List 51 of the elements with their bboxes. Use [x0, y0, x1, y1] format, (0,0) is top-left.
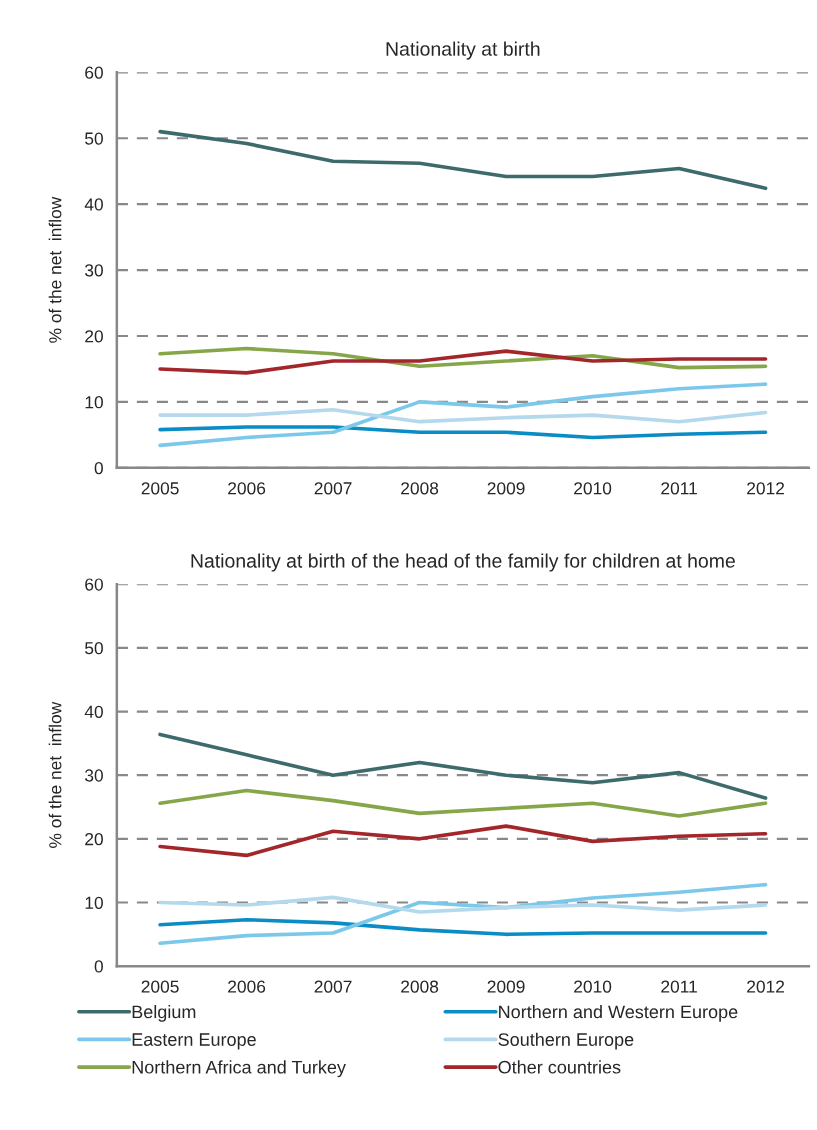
- line-series: [158, 917, 768, 937]
- line-series: [158, 732, 768, 800]
- y-tick-label: 30: [84, 769, 103, 782]
- x-tick-label: 2009: [487, 980, 525, 993]
- line-series: [158, 425, 768, 440]
- x-tick-label: 2012: [747, 482, 785, 495]
- legend-label: Northern and Western Europe: [499, 1005, 738, 1022]
- legend-label: Belgium: [132, 1005, 196, 1022]
- x-tick-label: 2010: [574, 482, 612, 495]
- line-series: [158, 895, 768, 914]
- x-tick-label: 2006: [228, 980, 266, 993]
- line-series: [158, 788, 768, 818]
- chart-title: Nationality at birth: [386, 41, 540, 60]
- legend-label: Southern Europe: [498, 1032, 634, 1050]
- x-tick-label: 2010: [574, 980, 612, 993]
- line-series: [158, 349, 768, 375]
- y-tick-label: 0: [94, 960, 103, 973]
- y-tick-label: 20: [85, 330, 103, 343]
- y-axis-title: % of the net inflow: [48, 196, 62, 343]
- y-axis-title: % of the net inflow: [48, 701, 62, 848]
- x-tick-label: 2012: [747, 980, 785, 993]
- y-tick-label: 30: [84, 264, 103, 277]
- y-tick-label: 60: [85, 578, 103, 591]
- x-tick-label: 2007: [314, 482, 352, 495]
- x-tick-label: 2005: [141, 980, 179, 993]
- legend-label: Other countries: [498, 1060, 621, 1074]
- x-tick-label: 2008: [401, 980, 439, 993]
- x-tick-label: 2007: [314, 980, 352, 993]
- y-tick-label: 0: [94, 461, 103, 475]
- line-series: [158, 824, 768, 858]
- x-tick-label: 2011: [661, 980, 697, 993]
- y-tick-label: 10: [85, 396, 103, 409]
- legend-label: Eastern Europe: [132, 1033, 256, 1050]
- legend-label: Northern Africa and Turkey: [132, 1060, 346, 1078]
- chart-title: Nationality at birth of the head of the family for children at home: [191, 553, 735, 572]
- line-series: [158, 129, 768, 191]
- y-tick-label: 40: [84, 198, 103, 211]
- line-series: [158, 882, 768, 946]
- y-tick-label: 10: [85, 896, 103, 909]
- y-tick-label: 40: [84, 705, 103, 718]
- x-tick-label: 2011: [661, 482, 697, 495]
- x-tick-label: 2009: [487, 482, 525, 495]
- y-tick-label: 60: [85, 66, 103, 79]
- x-tick-label: 2005: [141, 482, 179, 495]
- x-tick-label: 2008: [401, 482, 439, 495]
- y-tick-label: 50: [85, 132, 103, 145]
- y-tick-label: 50: [85, 642, 103, 655]
- line-series: [158, 408, 768, 424]
- y-tick-label: 20: [85, 833, 103, 846]
- line-series: [158, 382, 768, 448]
- x-tick-label: 2006: [228, 482, 266, 495]
